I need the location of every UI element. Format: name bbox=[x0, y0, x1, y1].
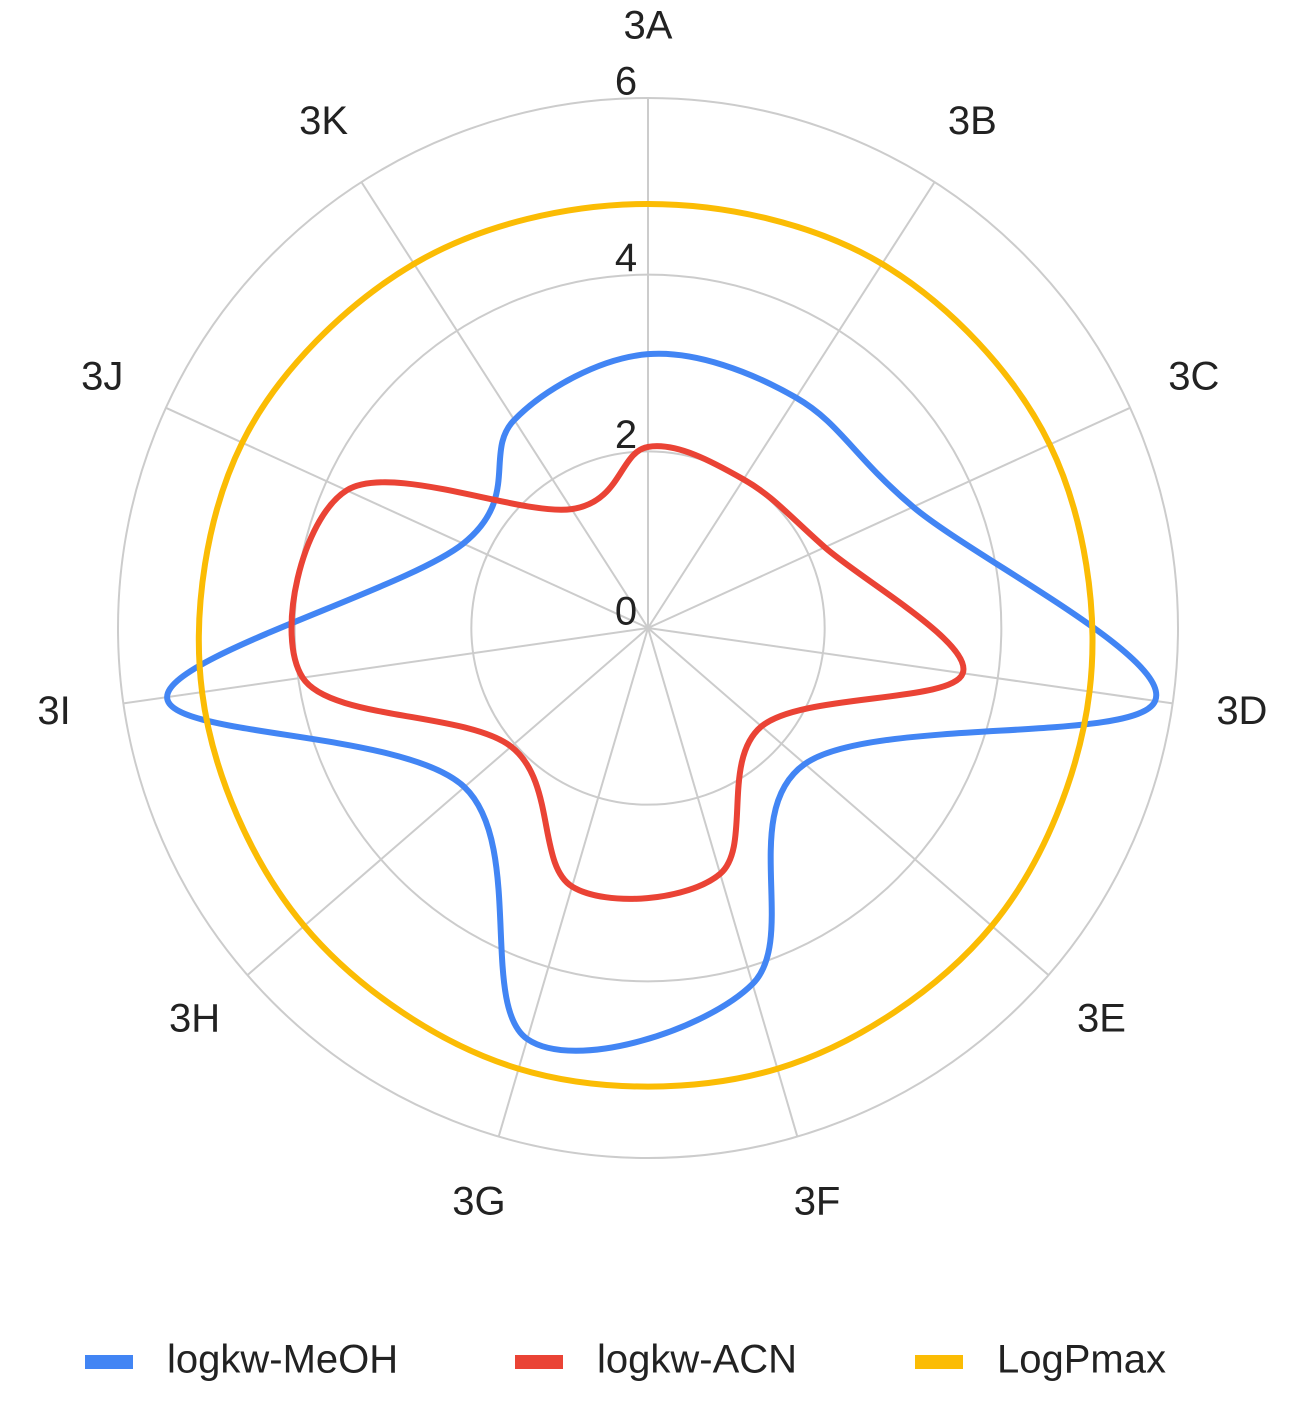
spoke bbox=[123, 627, 649, 705]
category-label: 3G bbox=[452, 1179, 505, 1223]
spoke bbox=[360, 181, 649, 629]
legend-label: logkw-ACN bbox=[597, 1338, 797, 1382]
spoke bbox=[647, 627, 799, 1137]
r-tick-label: 4 bbox=[615, 236, 637, 280]
category-label: 3A bbox=[624, 4, 673, 48]
category-label: 3I bbox=[37, 689, 70, 733]
series-line bbox=[195, 201, 1096, 1090]
series-line bbox=[164, 350, 1160, 1054]
legend-label: LogPmax bbox=[997, 1338, 1166, 1382]
category-label: 3K bbox=[299, 99, 348, 143]
legend-swatch bbox=[915, 1355, 963, 1369]
legend-swatch bbox=[515, 1355, 563, 1369]
spoke bbox=[647, 627, 1173, 705]
legend-swatch bbox=[85, 1355, 133, 1369]
category-label: 3F bbox=[794, 1179, 841, 1223]
category-label: 3H bbox=[169, 996, 220, 1040]
category-label: 3C bbox=[1168, 354, 1219, 398]
r-tick-label: 6 bbox=[615, 60, 637, 104]
spoke bbox=[246, 627, 649, 976]
series-line bbox=[288, 443, 967, 902]
spoke bbox=[497, 627, 649, 1137]
category-label: 3D bbox=[1216, 689, 1267, 733]
spoke bbox=[165, 406, 649, 629]
category-label: 3B bbox=[948, 99, 997, 143]
category-label: 3J bbox=[81, 354, 123, 398]
legend-label: logkw-MeOH bbox=[167, 1338, 398, 1382]
spoke bbox=[647, 181, 936, 629]
r-tick-label: 0 bbox=[615, 590, 637, 634]
r-tick-label: 2 bbox=[615, 413, 637, 457]
category-label: 3E bbox=[1077, 996, 1126, 1040]
spoke bbox=[647, 627, 1050, 976]
